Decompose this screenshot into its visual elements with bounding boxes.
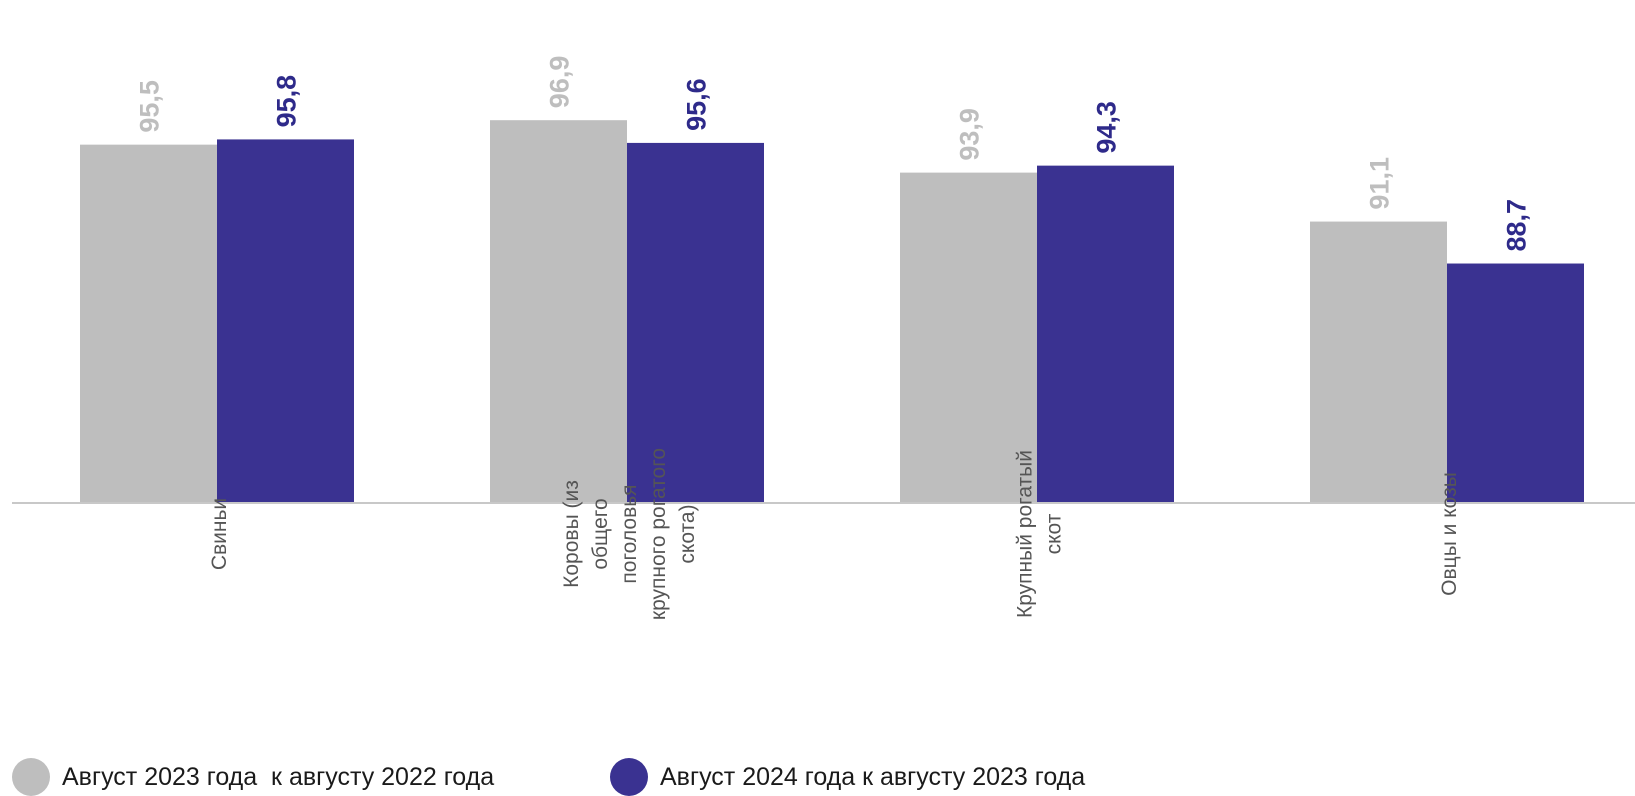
data-label-2-2: 95,6 [682, 78, 712, 131]
category-label-line: крупного рогатого [647, 448, 670, 620]
bar-1-2 [490, 120, 627, 504]
legend-marker-2024 [610, 758, 648, 796]
legend-label-2024: Август 2024 года к августу 2023 года [660, 762, 1086, 791]
category-label-line: Крупный рогатый [1014, 450, 1037, 618]
legend-marker-2023 [12, 758, 50, 796]
legend-item-2023: Август 2023 года к августу 2022 года [12, 758, 494, 796]
data-label-1-2: 96,9 [545, 56, 575, 109]
data-label-2-3: 94,3 [1092, 101, 1122, 154]
category-label-line: Коровы (из [560, 480, 583, 588]
category-label-4: Овцы и козы [1438, 472, 1461, 596]
bar-1-4 [1310, 221, 1447, 503]
data-label-2-4: 88,7 [1502, 199, 1532, 252]
category-label-line: Свиньи [208, 498, 231, 570]
data-label-2-1: 95,8 [272, 75, 302, 128]
category-label-line: скот [1043, 513, 1066, 554]
data-label-1-4: 91,1 [1365, 157, 1395, 210]
legend-label-2023: Август 2023 года к августу 2022 года [62, 762, 495, 791]
legend-item-2024: Август 2024 года к августу 2023 года [610, 758, 1085, 796]
category-label-line: скота) [676, 504, 699, 563]
category-label-2: Коровы (из общего поголовья крупного рогато… [560, 448, 699, 620]
category-label-line: общего [589, 498, 612, 569]
bar-2-2 [627, 142, 764, 504]
bar-1-3 [900, 172, 1037, 504]
data-label-1-3: 93,9 [955, 108, 985, 161]
category-label-3: Крупный рогатый скот [1014, 450, 1066, 618]
data-label-1-1: 95,5 [135, 80, 165, 133]
bar-2-3 [1037, 165, 1174, 504]
bar-1-1 [80, 144, 217, 503]
category-label-line: Овцы и козы [1438, 472, 1461, 596]
bar-chart: 95,5 96,9 93,9 91,1 95,8 95,6 94,3 88,7 Свиньи Ко… [12, 56, 1635, 620]
bar-2-1 [217, 139, 354, 503]
bar-2-4 [1447, 263, 1584, 503]
category-label-line: поголовья [618, 484, 641, 583]
category-label-1: Свиньи [208, 498, 231, 570]
